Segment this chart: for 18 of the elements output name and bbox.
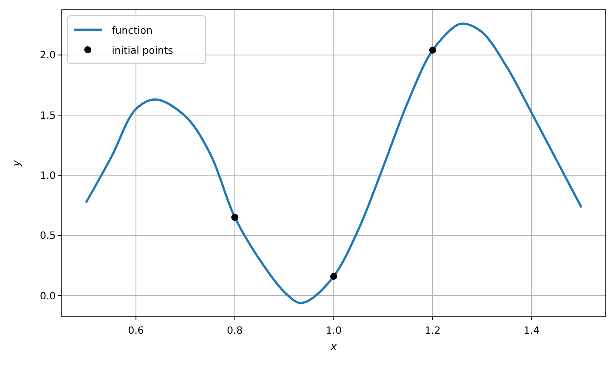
y-tick-label: 1.5 [40,110,56,122]
legend-label: initial points [112,46,174,57]
y-tick-label: 1.0 [40,171,56,182]
x-tick-label: 1.4 [524,326,540,337]
x-tick-label: 1.2 [424,326,441,337]
y-tick-label: 0.5 [40,231,56,242]
line-series [86,22,582,304]
point [429,46,436,54]
y-tick-label: 2.0 [40,50,56,62]
point [330,273,338,280]
y-tick-label: 0.0 [40,291,56,302]
x-axis-title: x [330,342,338,353]
x-tick-label: 0.6 [128,326,144,337]
legend-label: function [112,26,153,37]
y-axis-title: y [12,159,23,168]
point [232,214,239,222]
x-tick-label: 1.0 [326,326,342,337]
x-tick-label: 0.8 [227,326,244,337]
